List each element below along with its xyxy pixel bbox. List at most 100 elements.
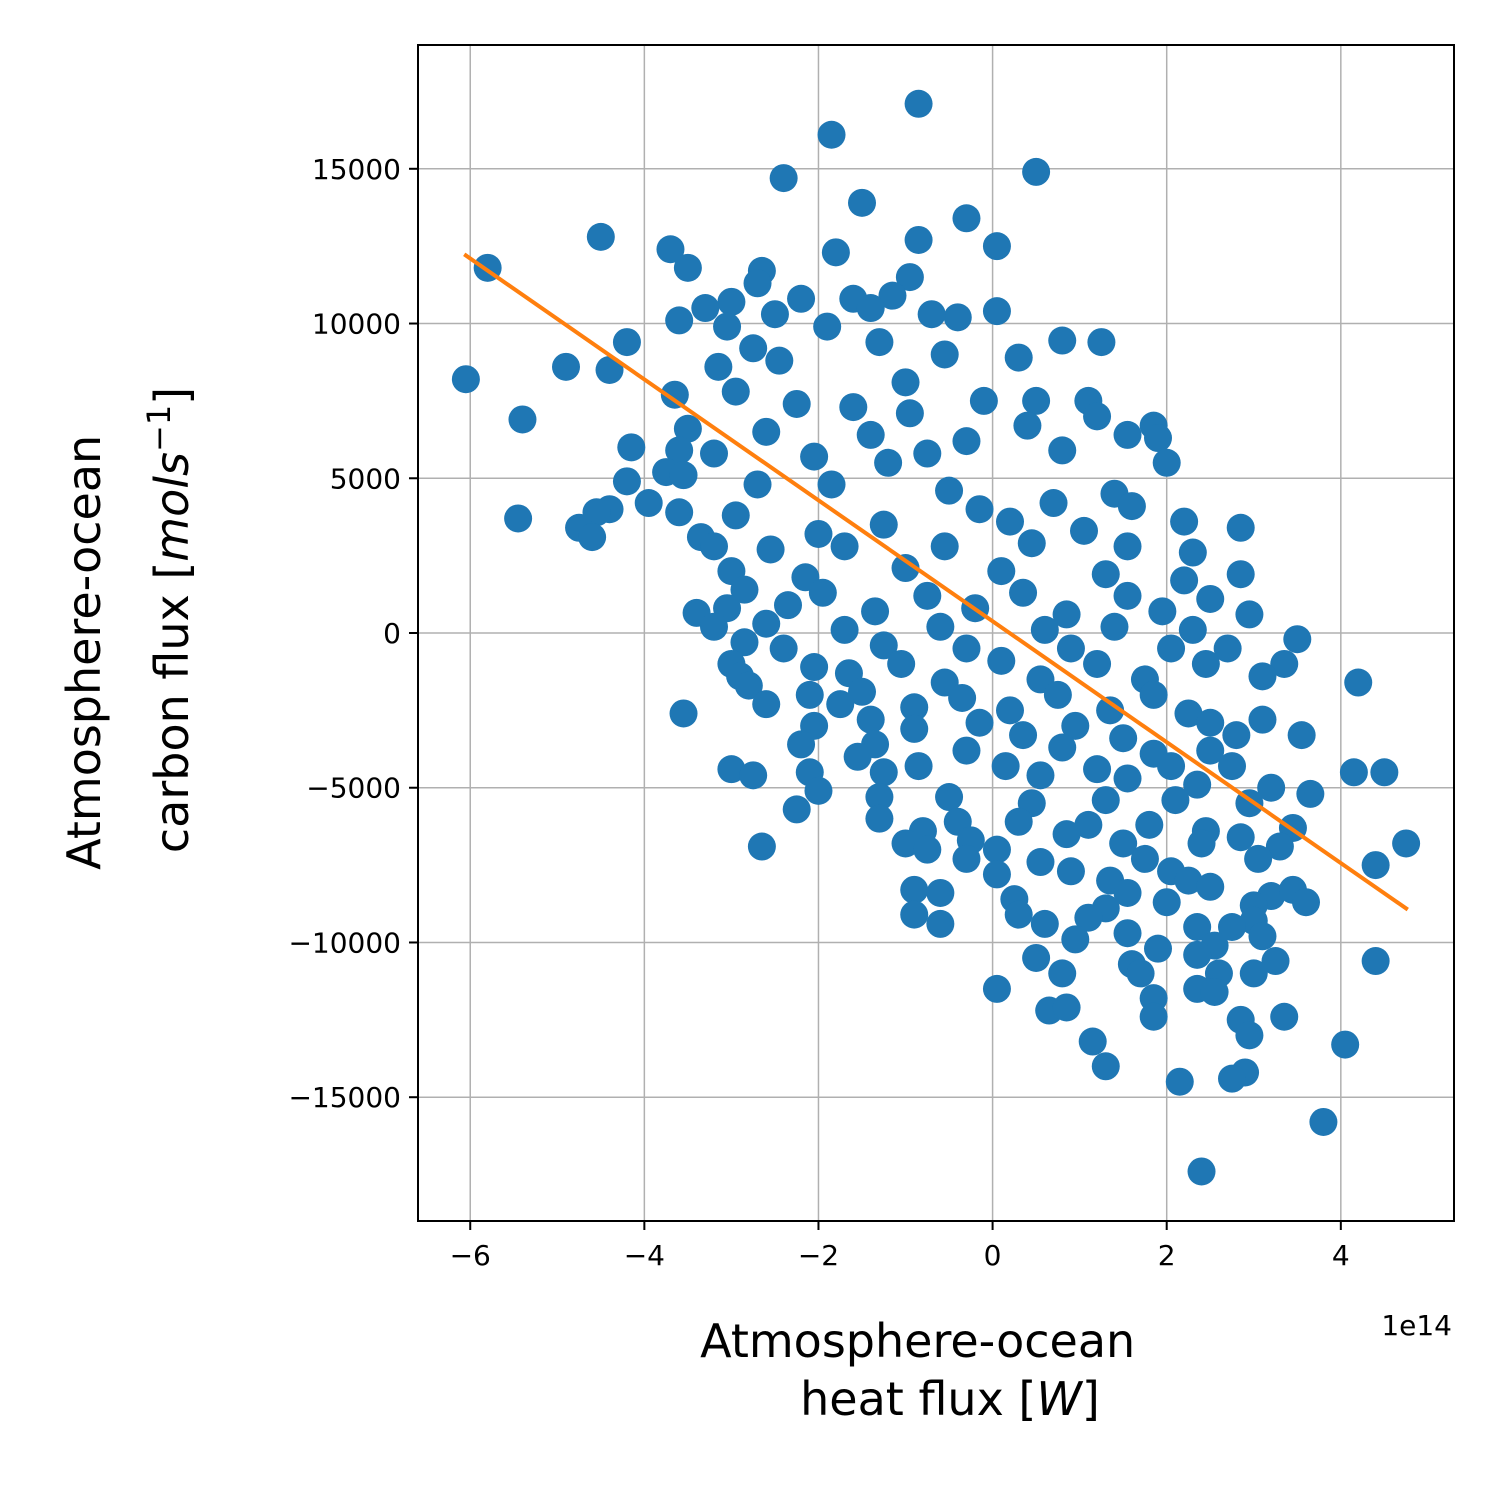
y-tick-label: 15000 <box>312 153 401 186</box>
data-point <box>1196 584 1225 613</box>
data-point <box>874 448 903 477</box>
data-point <box>1117 492 1146 521</box>
data-point <box>765 346 794 375</box>
x-axis-label-line1: Atmosphere-ocean <box>700 1314 1135 1368</box>
data-point <box>869 510 898 539</box>
data-point <box>665 306 694 335</box>
data-point <box>747 832 776 861</box>
data-point <box>1309 1107 1338 1136</box>
data-point <box>660 380 689 409</box>
data-point <box>930 340 959 369</box>
y-tick-label: −10000 <box>288 926 401 959</box>
data-point <box>848 188 876 217</box>
x-tick-label: 2 <box>1158 1239 1176 1272</box>
data-point <box>817 120 846 149</box>
data-point <box>1074 903 1103 932</box>
data-point <box>865 783 894 812</box>
data-point <box>1056 857 1085 886</box>
fit-line <box>463 252 1409 912</box>
data-point <box>1191 649 1220 678</box>
data-point <box>1157 634 1186 663</box>
data-point <box>1022 386 1051 415</box>
data-point <box>1083 402 1112 431</box>
data-point <box>508 405 537 434</box>
data-point <box>895 263 924 292</box>
data-point <box>996 507 1024 536</box>
x-axis-label-prefix: heat flux [ <box>800 1372 1036 1426</box>
data-point <box>1270 1002 1299 1031</box>
data-point <box>1113 420 1142 449</box>
data-point <box>730 628 759 657</box>
data-point <box>1218 913 1246 941</box>
data-point <box>734 671 763 700</box>
data-point <box>1061 925 1090 954</box>
data-point <box>1048 733 1077 762</box>
data-point <box>700 532 728 561</box>
data-point <box>1026 761 1055 790</box>
data-point <box>926 909 955 938</box>
data-point <box>787 730 816 759</box>
y-tick-label: 0 <box>383 617 401 650</box>
data-point <box>930 532 959 561</box>
data-point <box>578 523 607 552</box>
data-point <box>1392 829 1421 858</box>
data-point <box>1030 909 1059 938</box>
data-point <box>952 427 981 456</box>
data-point <box>700 612 728 641</box>
data-point <box>1292 888 1320 917</box>
data-point <box>1222 721 1251 750</box>
data-point <box>804 776 833 805</box>
data-point <box>1022 157 1051 186</box>
data-point <box>900 714 929 743</box>
data-point <box>743 269 772 298</box>
data-point <box>1235 1021 1264 1050</box>
data-point <box>704 352 733 381</box>
data-point <box>800 442 829 471</box>
data-point <box>904 225 933 254</box>
data-point <box>1017 529 1046 558</box>
data-point <box>1100 612 1129 641</box>
data-point <box>830 615 859 644</box>
data-point <box>656 235 685 264</box>
data-point <box>700 439 728 468</box>
data-point <box>1183 770 1212 799</box>
data-point <box>1270 649 1299 678</box>
data-point <box>952 844 981 873</box>
data-point <box>1361 851 1390 880</box>
y-axis-label-exponent: −1 <box>140 405 178 452</box>
data-point <box>1187 829 1216 858</box>
data-point <box>1048 959 1077 988</box>
data-point <box>1052 993 1081 1022</box>
data-point <box>839 393 868 422</box>
data-point <box>612 467 641 496</box>
data-point <box>787 284 816 313</box>
data-point <box>1170 566 1199 595</box>
data-point <box>1109 829 1138 858</box>
data-point <box>782 795 811 824</box>
data-point <box>1087 328 1116 357</box>
data-point <box>1083 755 1112 784</box>
x-tick-label: 0 <box>984 1239 1002 1272</box>
data-point <box>861 597 890 626</box>
y-tick-label: 10000 <box>312 308 401 341</box>
data-point <box>1165 1067 1194 1096</box>
y-axis-label-line1: Atmosphere-ocean <box>57 435 111 870</box>
data-point <box>987 646 1016 675</box>
data-point <box>1096 696 1125 725</box>
data-point <box>691 294 720 323</box>
data-point <box>1039 489 1068 518</box>
data-point <box>1213 634 1242 663</box>
data-point <box>1043 680 1072 709</box>
data-point <box>1370 758 1399 787</box>
data-point <box>1009 578 1038 607</box>
data-point <box>1152 448 1181 477</box>
data-point <box>813 312 842 341</box>
data-point <box>756 535 785 564</box>
data-point <box>665 498 694 527</box>
data-point <box>1339 758 1368 787</box>
data-point <box>935 476 964 505</box>
data-point <box>1174 866 1203 895</box>
data-point <box>830 532 859 561</box>
data-point <box>982 297 1011 326</box>
